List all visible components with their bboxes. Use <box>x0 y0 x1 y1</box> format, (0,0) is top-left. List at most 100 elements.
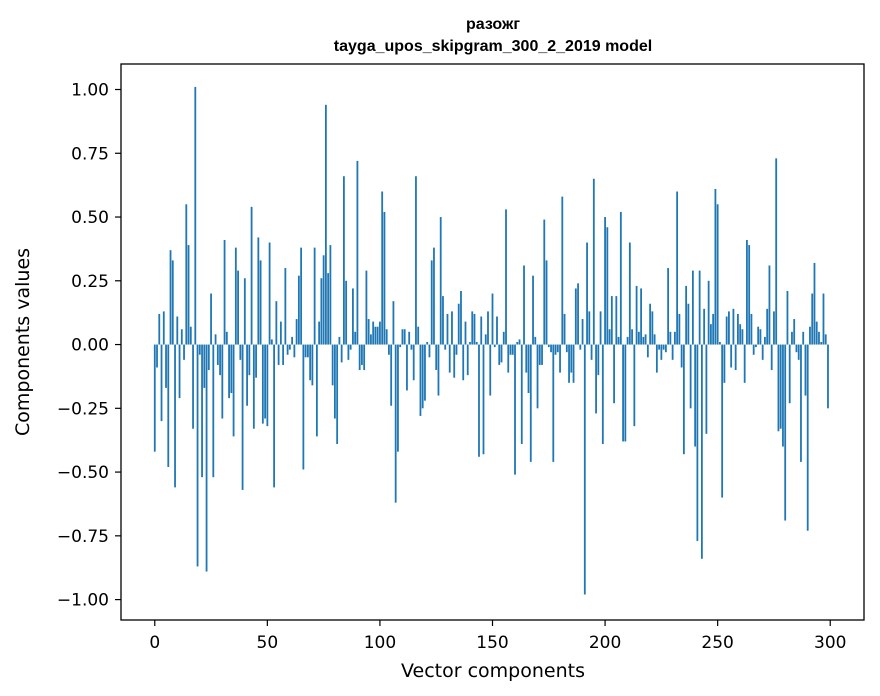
bar <box>646 344 649 358</box>
bar <box>390 344 393 406</box>
bar <box>297 275 300 345</box>
bar <box>685 285 688 345</box>
bar <box>457 303 460 345</box>
bar <box>631 329 633 345</box>
bar <box>719 342 721 345</box>
bar <box>367 319 370 345</box>
bar <box>252 344 255 429</box>
bar <box>327 273 330 345</box>
bar <box>775 158 778 345</box>
bar <box>446 313 449 345</box>
bar <box>473 313 476 345</box>
bar <box>315 344 318 437</box>
bar <box>779 344 782 429</box>
bar <box>347 344 350 360</box>
bar <box>277 344 280 365</box>
x-tick-label: 0 <box>149 633 160 653</box>
bars-group <box>153 86 829 595</box>
bar <box>507 344 510 373</box>
bar <box>791 331 793 345</box>
bar <box>178 344 181 399</box>
bar <box>538 344 541 365</box>
bar <box>448 344 451 373</box>
plot-area-frame <box>120 63 865 621</box>
bar <box>563 313 566 345</box>
bar <box>676 191 679 345</box>
bar <box>809 326 811 345</box>
bar <box>822 293 825 345</box>
bar <box>752 344 755 355</box>
bar <box>658 344 661 350</box>
bar <box>464 321 467 345</box>
bar <box>430 260 433 345</box>
y-axis-label: Components values <box>12 248 34 436</box>
bar <box>606 227 609 345</box>
bar <box>498 344 501 365</box>
bar <box>484 334 487 345</box>
bar <box>804 344 807 396</box>
bar <box>671 344 674 360</box>
bar <box>761 344 764 360</box>
bar <box>795 344 798 353</box>
bar <box>687 303 690 345</box>
bar <box>399 344 402 348</box>
bar <box>599 311 602 345</box>
bar <box>669 331 672 345</box>
bar <box>194 86 197 345</box>
bar <box>520 344 523 445</box>
bar <box>374 326 377 345</box>
bar <box>255 344 257 378</box>
bar <box>406 344 408 391</box>
bar <box>284 268 287 345</box>
bar <box>388 344 390 355</box>
bar <box>496 316 498 345</box>
bar <box>158 313 161 345</box>
bar <box>442 296 444 345</box>
bar <box>410 344 413 350</box>
bar <box>802 331 805 345</box>
bar <box>565 344 568 353</box>
bar <box>691 270 694 345</box>
bar <box>331 344 334 386</box>
bar <box>552 344 555 462</box>
bar <box>642 336 645 345</box>
bar <box>770 344 773 371</box>
bar <box>827 344 829 409</box>
bar <box>471 311 474 345</box>
bar <box>818 331 820 345</box>
bar <box>239 344 242 360</box>
bar <box>766 308 769 345</box>
bar <box>536 344 539 409</box>
bar <box>682 344 685 455</box>
bar <box>223 239 226 345</box>
bar <box>426 342 429 345</box>
bar <box>502 331 505 345</box>
bar <box>664 344 667 353</box>
bar <box>579 344 582 350</box>
bar <box>649 303 652 345</box>
bar <box>379 321 381 345</box>
bar <box>203 344 206 388</box>
bar <box>793 319 796 345</box>
bar <box>764 336 766 345</box>
bar <box>376 326 379 345</box>
bar <box>338 336 341 345</box>
bar <box>320 278 323 345</box>
bar <box>640 288 642 345</box>
bar <box>759 329 762 345</box>
bar <box>635 285 638 345</box>
bar <box>725 316 728 345</box>
bar <box>392 301 395 345</box>
bar <box>570 344 573 373</box>
bar <box>264 344 266 419</box>
bar <box>710 324 712 345</box>
bar <box>268 242 271 345</box>
bar <box>728 311 730 345</box>
bar <box>169 250 172 345</box>
bar <box>734 344 737 371</box>
bar <box>324 104 327 345</box>
bar <box>491 293 494 345</box>
bar <box>786 290 789 345</box>
bar <box>356 160 359 345</box>
bar <box>500 344 503 363</box>
